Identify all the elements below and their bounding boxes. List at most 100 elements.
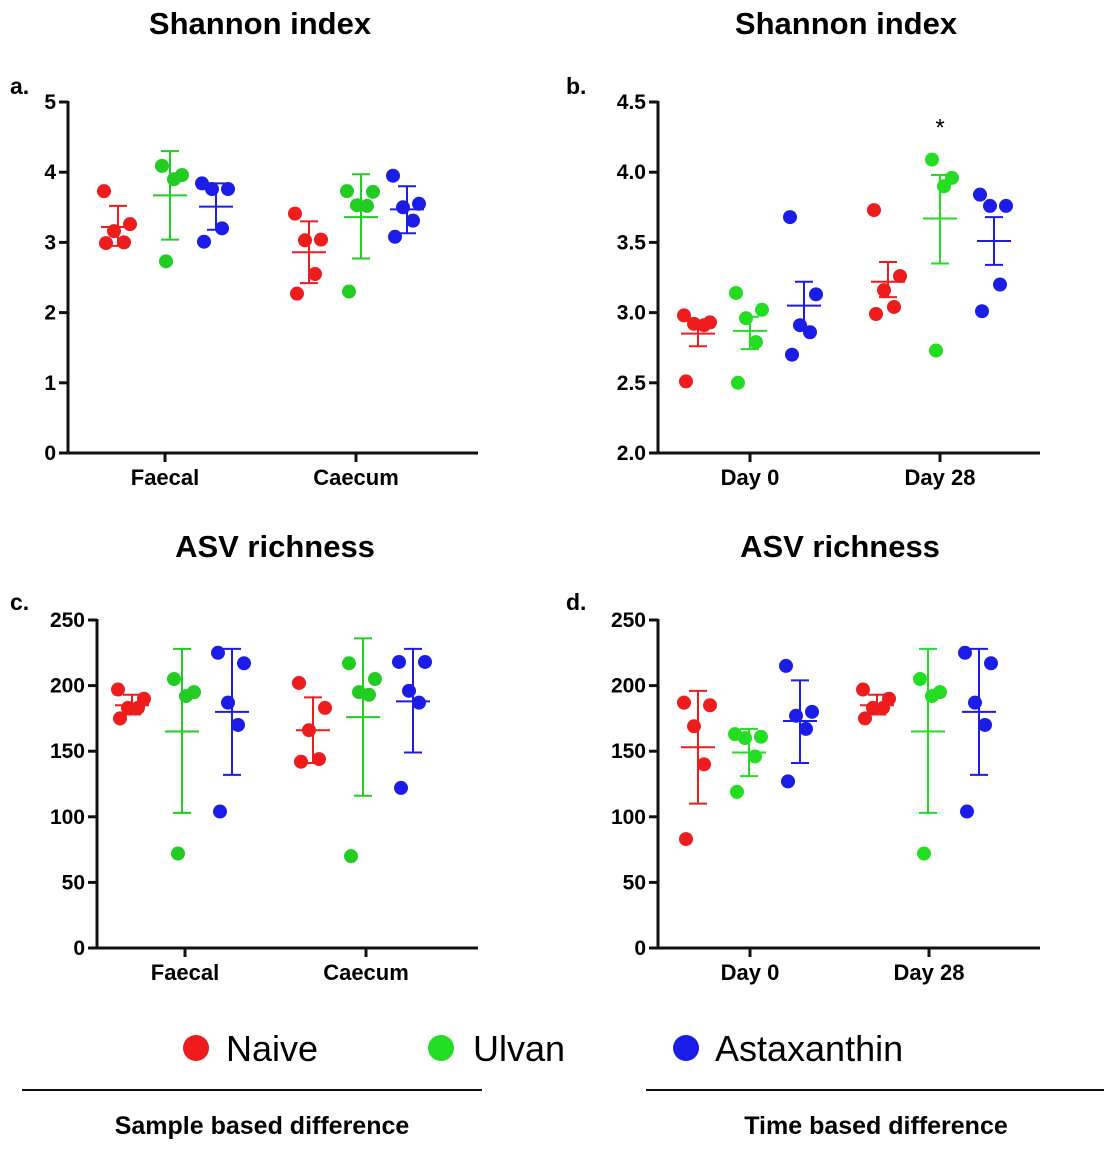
chart-title: ASV richness xyxy=(175,529,375,564)
panel-label: b. xyxy=(566,73,586,99)
x-tick-label: Day 28 xyxy=(905,465,976,490)
data-point-astaxanthin xyxy=(984,656,998,671)
data-point-naive xyxy=(887,299,901,314)
chart-panel-d: ASV richness d. 0 50 100 150 200 250 Day 0 Day 28 xyxy=(566,529,1040,985)
data-point-astaxanthin xyxy=(968,695,982,710)
data-point-astaxanthin xyxy=(406,213,420,228)
data-point-astaxanthin xyxy=(231,717,245,732)
error-bar-ulvan xyxy=(346,637,380,797)
legend-marker-naive xyxy=(183,1035,209,1061)
data-point-ulvan xyxy=(731,375,745,390)
x-tick-label: Caecum xyxy=(313,465,399,490)
y-tick-label: 100 xyxy=(50,806,85,829)
chart-title: Shannon index xyxy=(735,6,958,41)
y-tick-label: 1 xyxy=(44,372,56,395)
y-tick-label: 5 xyxy=(44,91,56,114)
data-point-astaxanthin xyxy=(973,187,987,202)
data-point-naive xyxy=(677,308,691,323)
y-tick-label: 0 xyxy=(634,937,646,960)
data-point-ulvan xyxy=(167,672,181,687)
data-point-ulvan xyxy=(749,335,763,350)
data-point-ulvan xyxy=(925,152,939,167)
data-point-naive xyxy=(856,682,870,697)
data-point-astaxanthin xyxy=(418,654,432,669)
data-point-ulvan xyxy=(350,198,364,213)
legend-marker-astaxanthin xyxy=(673,1035,699,1061)
x-tick-label: Day 28 xyxy=(894,960,965,985)
data-point-astaxanthin xyxy=(793,318,807,333)
data-point-astaxanthin xyxy=(215,221,229,236)
data-point-naive xyxy=(877,283,891,298)
data-point-ulvan xyxy=(342,284,356,299)
legend-label-naive: Naive xyxy=(226,1028,318,1069)
data-point-astaxanthin xyxy=(386,168,400,183)
chart-panel-b: Shannon index b. 2.0 2.5 3.0 3.5 4.0 4.5 Day 0 Da… xyxy=(566,6,1040,490)
error-bar-astaxanthin xyxy=(962,647,996,776)
data-point-naive xyxy=(131,700,145,715)
data-point-naive xyxy=(117,235,131,250)
data-point-naive xyxy=(312,752,326,767)
panel-label: d. xyxy=(566,589,586,615)
data-point-naive xyxy=(111,682,125,697)
data-point-astaxanthin xyxy=(205,182,219,197)
footer-sample-based: Sample based difference xyxy=(115,1112,410,1140)
footer-time-based: Time based difference xyxy=(744,1112,1008,1140)
data-point-astaxanthin xyxy=(799,721,813,736)
legend-label-ulvan: Ulvan xyxy=(473,1028,565,1069)
y-tick-label: 3.0 xyxy=(617,302,646,325)
data-point-ulvan xyxy=(342,656,356,671)
data-point-ulvan xyxy=(748,749,762,764)
y-tick-label: 3.5 xyxy=(617,231,647,254)
y-tick-label: 0 xyxy=(44,442,56,465)
data-point-ulvan xyxy=(167,172,181,187)
x-tick-label: Day 0 xyxy=(721,465,780,490)
data-point-naive xyxy=(288,206,302,221)
error-bar-ulvan xyxy=(153,150,187,241)
data-point-naive xyxy=(302,723,316,738)
y-tick-label: 4 xyxy=(44,161,56,184)
data-point-ulvan xyxy=(179,689,193,704)
data-point-naive xyxy=(703,698,717,713)
data-point-ulvan xyxy=(913,672,927,687)
data-point-astaxanthin xyxy=(237,656,251,671)
data-point-naive xyxy=(867,203,881,218)
data-point-astaxanthin xyxy=(779,658,793,673)
data-point-astaxanthin xyxy=(221,695,235,710)
panel-label: c. xyxy=(10,589,29,615)
data-point-ulvan xyxy=(366,184,380,199)
data-point-astaxanthin xyxy=(783,210,797,225)
data-point-astaxanthin xyxy=(213,804,227,819)
y-tick-label: 200 xyxy=(611,675,646,698)
data-point-naive xyxy=(99,236,113,251)
chart-panel-c: ASV richness c. 0 50 100 150 200 250 Faecal Caecu… xyxy=(10,529,478,985)
y-tick-label: 2.5 xyxy=(617,372,647,395)
data-point-ulvan xyxy=(729,285,743,300)
data-point-astaxanthin xyxy=(211,645,225,660)
data-point-astaxanthin xyxy=(197,234,211,249)
data-point-naive xyxy=(290,286,304,301)
legend-marker-ulvan xyxy=(428,1035,454,1061)
data-point-astaxanthin xyxy=(396,200,410,215)
data-point-astaxanthin xyxy=(221,182,235,197)
y-tick-label: 0 xyxy=(73,937,85,960)
data-point-astaxanthin xyxy=(960,804,974,819)
data-point-astaxanthin xyxy=(978,717,992,732)
y-tick-label: 4.5 xyxy=(617,91,647,114)
data-point-astaxanthin xyxy=(412,695,426,710)
data-point-astaxanthin xyxy=(803,325,817,340)
data-point-naive xyxy=(869,307,883,322)
y-tick-label: 50 xyxy=(623,871,646,894)
significance-marker: * xyxy=(935,114,944,141)
y-tick-label: 250 xyxy=(50,609,85,632)
error-bar-ulvan xyxy=(911,647,945,814)
data-point-naive xyxy=(697,318,711,333)
data-point-ulvan xyxy=(344,849,358,864)
error-bar-astaxanthin xyxy=(215,647,249,776)
y-tick-label: 150 xyxy=(611,740,646,763)
data-point-ulvan xyxy=(925,689,939,704)
data-point-naive xyxy=(893,269,907,284)
data-point-naive xyxy=(876,700,890,715)
error-bar-ulvan xyxy=(344,173,378,260)
data-point-astaxanthin xyxy=(781,774,795,789)
